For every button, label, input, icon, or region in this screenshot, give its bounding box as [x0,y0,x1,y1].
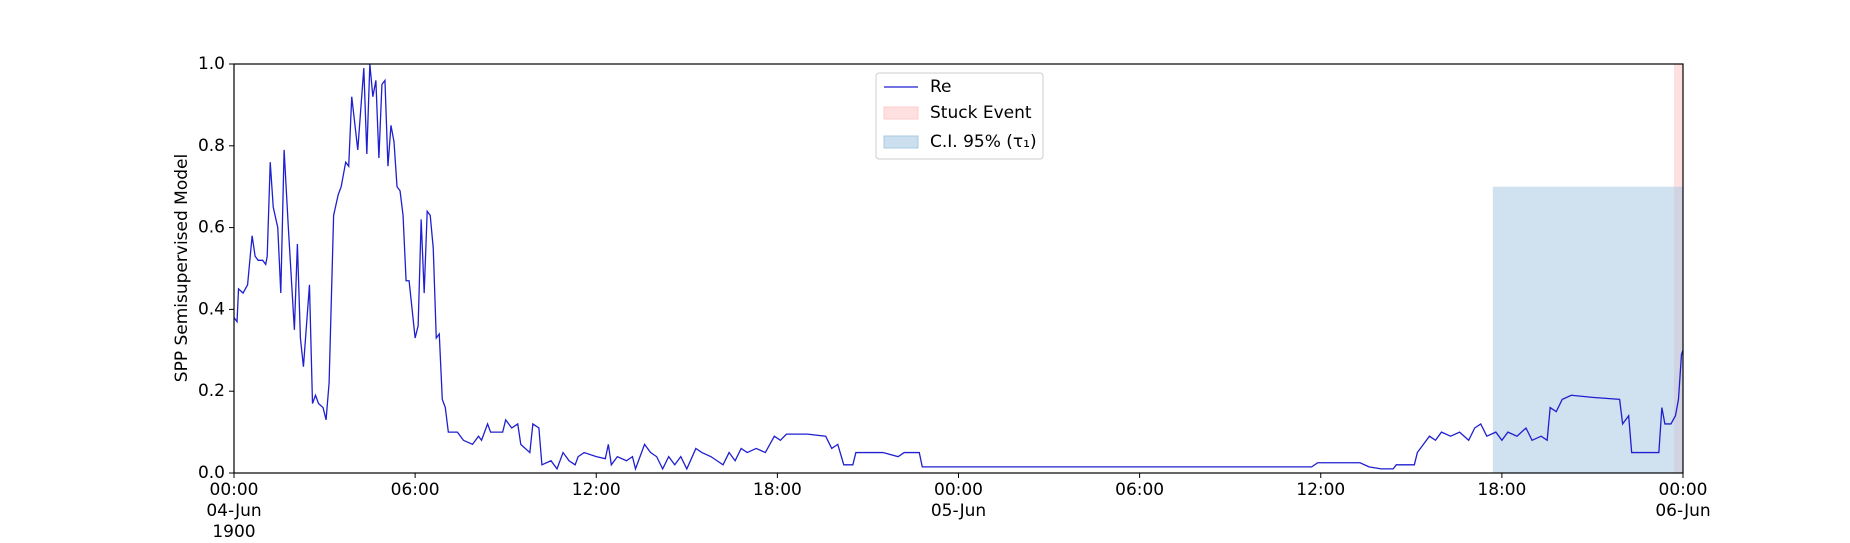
x-tick-label: 00:00 06-Jun [1655,480,1711,521]
line [233,63,1684,472]
legend-swatch [883,106,919,120]
x-tick-label: 12:00 [1296,480,1346,500]
x-tick-label: 18:00 [752,480,802,500]
span [1492,186,1683,473]
chart: SPP Semisupervised Model 0.0 0.2 0.4 0.6 0.8… [172,54,1684,483]
x-tick-label: 00:00 05-Jun [930,480,987,521]
y-tick-label: 0.2 [198,381,225,401]
y-tick-label: 0.4 [198,299,225,319]
legend-label: Stuck Event [930,103,1032,123]
x-tick-label: 06:00 [1115,480,1165,500]
x-tick-label: 12:00 [571,480,621,500]
x-tick-label: 18:00 [1477,480,1527,500]
axes-frame [233,63,1684,474]
legend-swatch [883,135,919,149]
legend-label: Re [930,77,952,97]
y-tick-label: 1.0 [198,54,225,74]
x-tick-label: 06:00 [390,480,440,500]
y-tick-label: 0.8 [198,136,225,156]
y-axis-label: SPP Semisupervised Model [172,154,192,382]
legend-label: C.I. 95% (τ₁) [930,132,1037,152]
page: SPP Semisupervised Model 0.0 0.2 0.4 0.6 0.8… [172,54,1711,542]
legend: Re Stuck Event C.I. 95% (τ₁) [875,72,1044,160]
y-tick-label: 0.6 [198,218,225,238]
y-tick-label: 0.0 [198,463,225,483]
x-tick-label: 00:00 04-Jun 1900 [206,480,262,542]
